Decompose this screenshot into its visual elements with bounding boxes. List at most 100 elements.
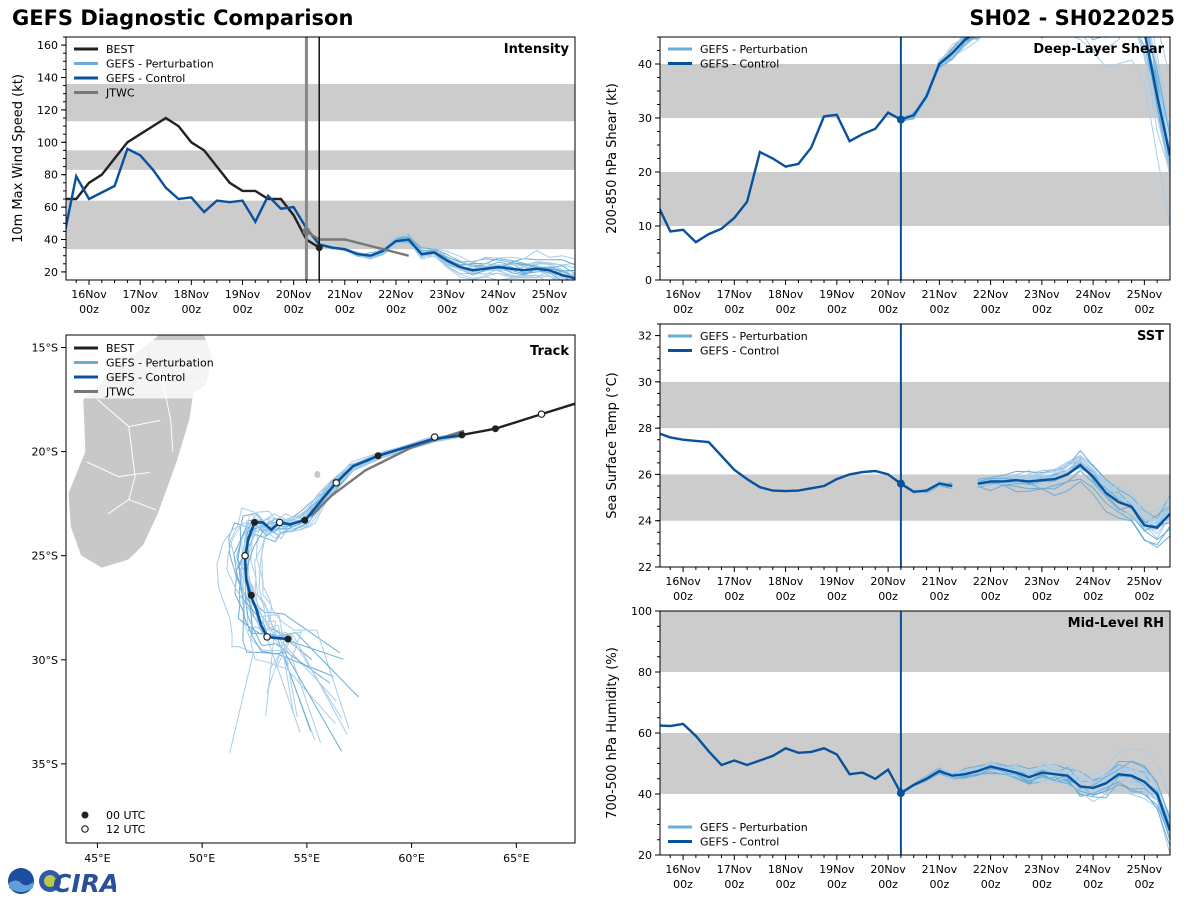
panel-title: Mid-Level RH — [1068, 616, 1164, 631]
perturbation-member-line — [900, 37, 1170, 172]
perturbation-member-line — [900, 768, 1170, 841]
perturbation-track — [258, 435, 464, 744]
lon-tick-label: 60°E — [398, 852, 424, 865]
perturbation-track — [250, 435, 466, 720]
x-tick-label: 21Nov — [922, 288, 958, 301]
x-tick-label: 23Nov — [1024, 288, 1060, 301]
perturbation-member-line — [900, 37, 1170, 123]
x-tick-hour: 00z — [673, 878, 693, 891]
marker-12-utc — [537, 410, 546, 418]
init-marker — [896, 789, 905, 798]
madagascar-landmass — [67, 335, 214, 569]
y-tick-label: 80 — [44, 169, 58, 182]
x-tick-hour: 00z — [130, 303, 150, 316]
y-tick-label: 20 — [638, 849, 652, 862]
plot-area — [660, 324, 1170, 567]
legend-bg — [68, 340, 218, 355]
x-tick-label: 16Nov — [71, 288, 107, 301]
panel-intensity: 16Nov 00z 17Nov 00z 18Nov 00z 19Nov 00z 20Nov 00z… — [11, 36, 576, 316]
y-axis-label: 200-850 hPa Shear (kt) — [605, 83, 620, 234]
perturbation-member-line — [900, 37, 1170, 136]
x-tick-hour: 00z — [724, 303, 744, 316]
x-tick-hour: 00z — [437, 303, 457, 316]
x-tick-label: 17Nov — [122, 288, 158, 301]
control-track-line — [243, 433, 465, 641]
marker-12-utc — [241, 551, 249, 560]
legend-label: GEFS - Perturbation — [700, 330, 808, 343]
perturbation-member-line — [900, 761, 1170, 816]
x-tick-label: 25Nov — [1127, 863, 1163, 876]
y-tick-label: 20 — [44, 266, 58, 279]
x-tick-label: 19Nov — [819, 575, 855, 588]
best-track-line — [461, 402, 575, 437]
threshold-band — [66, 200, 575, 250]
series-line-best — [66, 116, 320, 249]
x-tick-hour: 00z — [1134, 303, 1154, 316]
perturbation-member-line — [900, 37, 1170, 157]
x-tick-label: 22Nov — [973, 575, 1009, 588]
x-tick-hour: 00z — [79, 303, 99, 316]
x-tick-label: 20Nov — [870, 575, 906, 588]
x-tick-label: 18Nov — [768, 863, 804, 876]
x-tick-hour: 00z — [1032, 878, 1052, 891]
y-tick-label: 0 — [645, 274, 652, 287]
lat-tick-label: 30°S — [32, 654, 58, 667]
axes-frame — [659, 323, 1171, 568]
x-tick-hour: 00z — [827, 590, 847, 603]
x-tick-hour: 00z — [540, 303, 560, 316]
legend-bg — [68, 383, 218, 399]
x-tick-label: 16Nov — [665, 575, 701, 588]
best-end-marker — [315, 244, 323, 252]
y-tick-label: 40 — [638, 58, 652, 71]
x-tick-label: 17Nov — [717, 863, 753, 876]
legend-label: GEFS - Perturbation — [700, 43, 808, 56]
perturbation-track — [236, 435, 463, 732]
x-tick-hour: 00z — [1134, 878, 1154, 891]
marker-00-utc — [491, 425, 499, 433]
x-tick-label: 18Nov — [174, 288, 210, 301]
panel-rh: 16Nov 00z 17Nov 00z 18Nov 00z 19Nov 00z 20Nov 00z… — [605, 605, 1171, 891]
axes-frame — [65, 334, 576, 844]
x-tick-hour: 00z — [1083, 303, 1103, 316]
x-tick-label: 19Nov — [819, 288, 855, 301]
marker-12-utc — [263, 633, 271, 641]
x-tick-label: 22Nov — [378, 288, 414, 301]
y-tick-label: 30 — [638, 376, 652, 389]
y-tick-label: 80 — [638, 666, 652, 679]
y-tick-label: 10 — [638, 220, 652, 233]
x-tick-label: 24Nov — [1075, 575, 1111, 588]
x-tick-label: 17Nov — [717, 288, 753, 301]
panel-sst: 16Nov 00z 17Nov 00z 18Nov 00z 19Nov 00z 20Nov 00z… — [605, 323, 1171, 603]
x-tick-label: 23Nov — [429, 288, 465, 301]
perturbation-track — [244, 433, 463, 684]
x-tick-label: 20Nov — [276, 288, 312, 301]
x-tick-hour: 00z — [724, 878, 744, 891]
x-tick-label: 25Nov — [532, 288, 568, 301]
lat-tick-label: 15°S — [32, 341, 58, 354]
lat-tick-label: 35°S — [32, 758, 58, 771]
storm-id-title: SH02 - SH022025 — [969, 6, 1175, 30]
x-tick-hour: 00z — [981, 878, 1001, 891]
lon-tick-label: 55°E — [294, 852, 320, 865]
marker-00-utc — [247, 591, 255, 599]
y-tick-label: 28 — [638, 422, 652, 435]
perturbation-track — [255, 435, 466, 736]
threshold-band — [66, 150, 575, 170]
lat-tick-label: 25°S — [32, 550, 58, 563]
perturbation-track — [240, 433, 465, 718]
y-tick-label: 140 — [37, 72, 58, 85]
x-tick-label: 19Nov — [225, 288, 261, 301]
x-tick-label: 19Nov — [819, 863, 855, 876]
x-tick-hour: 00z — [878, 590, 898, 603]
y-tick-label: 32 — [638, 330, 652, 343]
threshold-band — [66, 83, 575, 122]
marker-12-utc — [275, 518, 284, 527]
x-tick-hour: 00z — [673, 590, 693, 603]
jtwc-start-marker — [302, 227, 311, 236]
x-tick-hour: 00z — [776, 878, 796, 891]
legend-bg — [68, 369, 218, 384]
x-tick-label: 20Nov — [870, 863, 906, 876]
legend-label: GEFS - Control — [106, 371, 185, 384]
x-tick-hour: 00z — [1083, 878, 1103, 891]
